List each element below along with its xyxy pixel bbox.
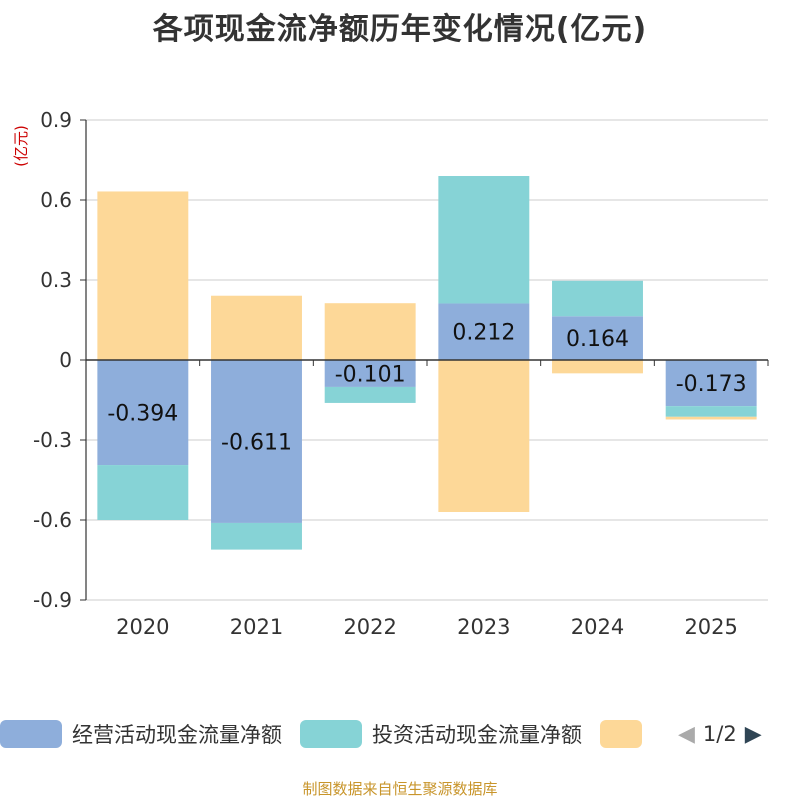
legend: 经营活动现金流量净额 投资活动现金流量净额 ◀ 1/2 ▶ [0, 712, 800, 756]
bar-investing-2024 [552, 280, 643, 317]
data-label-operating-2024: 0.164 [566, 327, 629, 352]
legend-pager: ◀ 1/2 ▶ [678, 722, 762, 747]
bar-financing-2022 [324, 303, 416, 360]
bar-investing-2021 [211, 522, 302, 550]
data-label-operating-2025: -0.173 [676, 372, 747, 397]
data-label-operating-2020: -0.394 [107, 402, 178, 427]
y-tick-label: -0.6 [33, 508, 72, 532]
bar-investing-2025 [665, 406, 757, 417]
legend-swatch-investing [300, 720, 362, 748]
legend-item-financing[interactable] [600, 720, 652, 748]
y-tick-label: 0 [59, 348, 72, 372]
bar-operating-2024 [552, 316, 643, 360]
x-tick-label: 2023 [457, 615, 510, 639]
bar-investing-2022 [324, 386, 416, 403]
data-label-operating-2021: -0.611 [221, 430, 292, 455]
bar-investing-2023 [438, 176, 530, 304]
data-label-operating-2022: -0.101 [335, 362, 406, 387]
y-unit-label: (亿元) [12, 125, 30, 167]
bar-financing-2025 [665, 416, 757, 420]
legend-item-operating[interactable]: 经营活动现金流量净额 [0, 719, 282, 749]
bar-operating-2023 [438, 303, 530, 360]
legend-swatch-financing [600, 720, 642, 748]
grid-layer [86, 119, 768, 601]
legend-item-investing[interactable]: 投资活动现金流量净额 [300, 719, 582, 749]
bar-financing-2020 [97, 191, 189, 360]
x-tick-label: 2020 [116, 615, 169, 639]
footer-source: 制图数据来自恒生聚源数据库 [302, 780, 498, 798]
triangle-left-icon[interactable]: ◀ [678, 721, 695, 747]
legend-swatch-operating [0, 720, 62, 748]
bar-investing-2020 [97, 465, 189, 520]
bar-financing-2023 [438, 360, 530, 512]
y-tick-label: -0.3 [33, 428, 72, 452]
triangle-right-icon[interactable]: ▶ [744, 721, 762, 747]
bar-financing-2024 [552, 360, 643, 374]
data-label-operating-2023: 0.212 [452, 321, 515, 346]
x-tick-label: 2022 [343, 615, 396, 639]
bar-financing-2021 [211, 295, 302, 360]
y-tick-label: -0.9 [33, 588, 72, 612]
x-tick-label: 2025 [684, 615, 737, 639]
bar-operating-2021 [211, 360, 302, 523]
y-tick-label: 0.9 [40, 108, 72, 132]
y-tick-label: 0.6 [40, 188, 72, 212]
data-labels-layer: -0.394 -0.611 -0.101 0.212 0.164 -0.173 [107, 321, 746, 456]
bar-operating-2020 [97, 360, 189, 466]
y-tick-label: 0.3 [40, 268, 72, 292]
bars-layer [97, 176, 757, 550]
legend-label-investing: 投资活动现金流量净额 [372, 723, 582, 747]
x-tick-label: 2024 [571, 615, 624, 639]
legend-label-operating: 经营活动现金流量净额 [72, 723, 282, 747]
chart-title: 各项现金流净额历年变化情况(亿元) [152, 12, 648, 47]
legend-page-indicator: 1/2 [702, 722, 737, 746]
x-tick-label: 2021 [230, 615, 283, 639]
bar-operating-2022 [324, 360, 416, 387]
axis-layer: 0.9 0.6 0.3 0 -0.3 -0.6 -0.9 2020 2021 2022 2023 20… [33, 108, 769, 639]
bar-operating-2025 [665, 360, 757, 407]
